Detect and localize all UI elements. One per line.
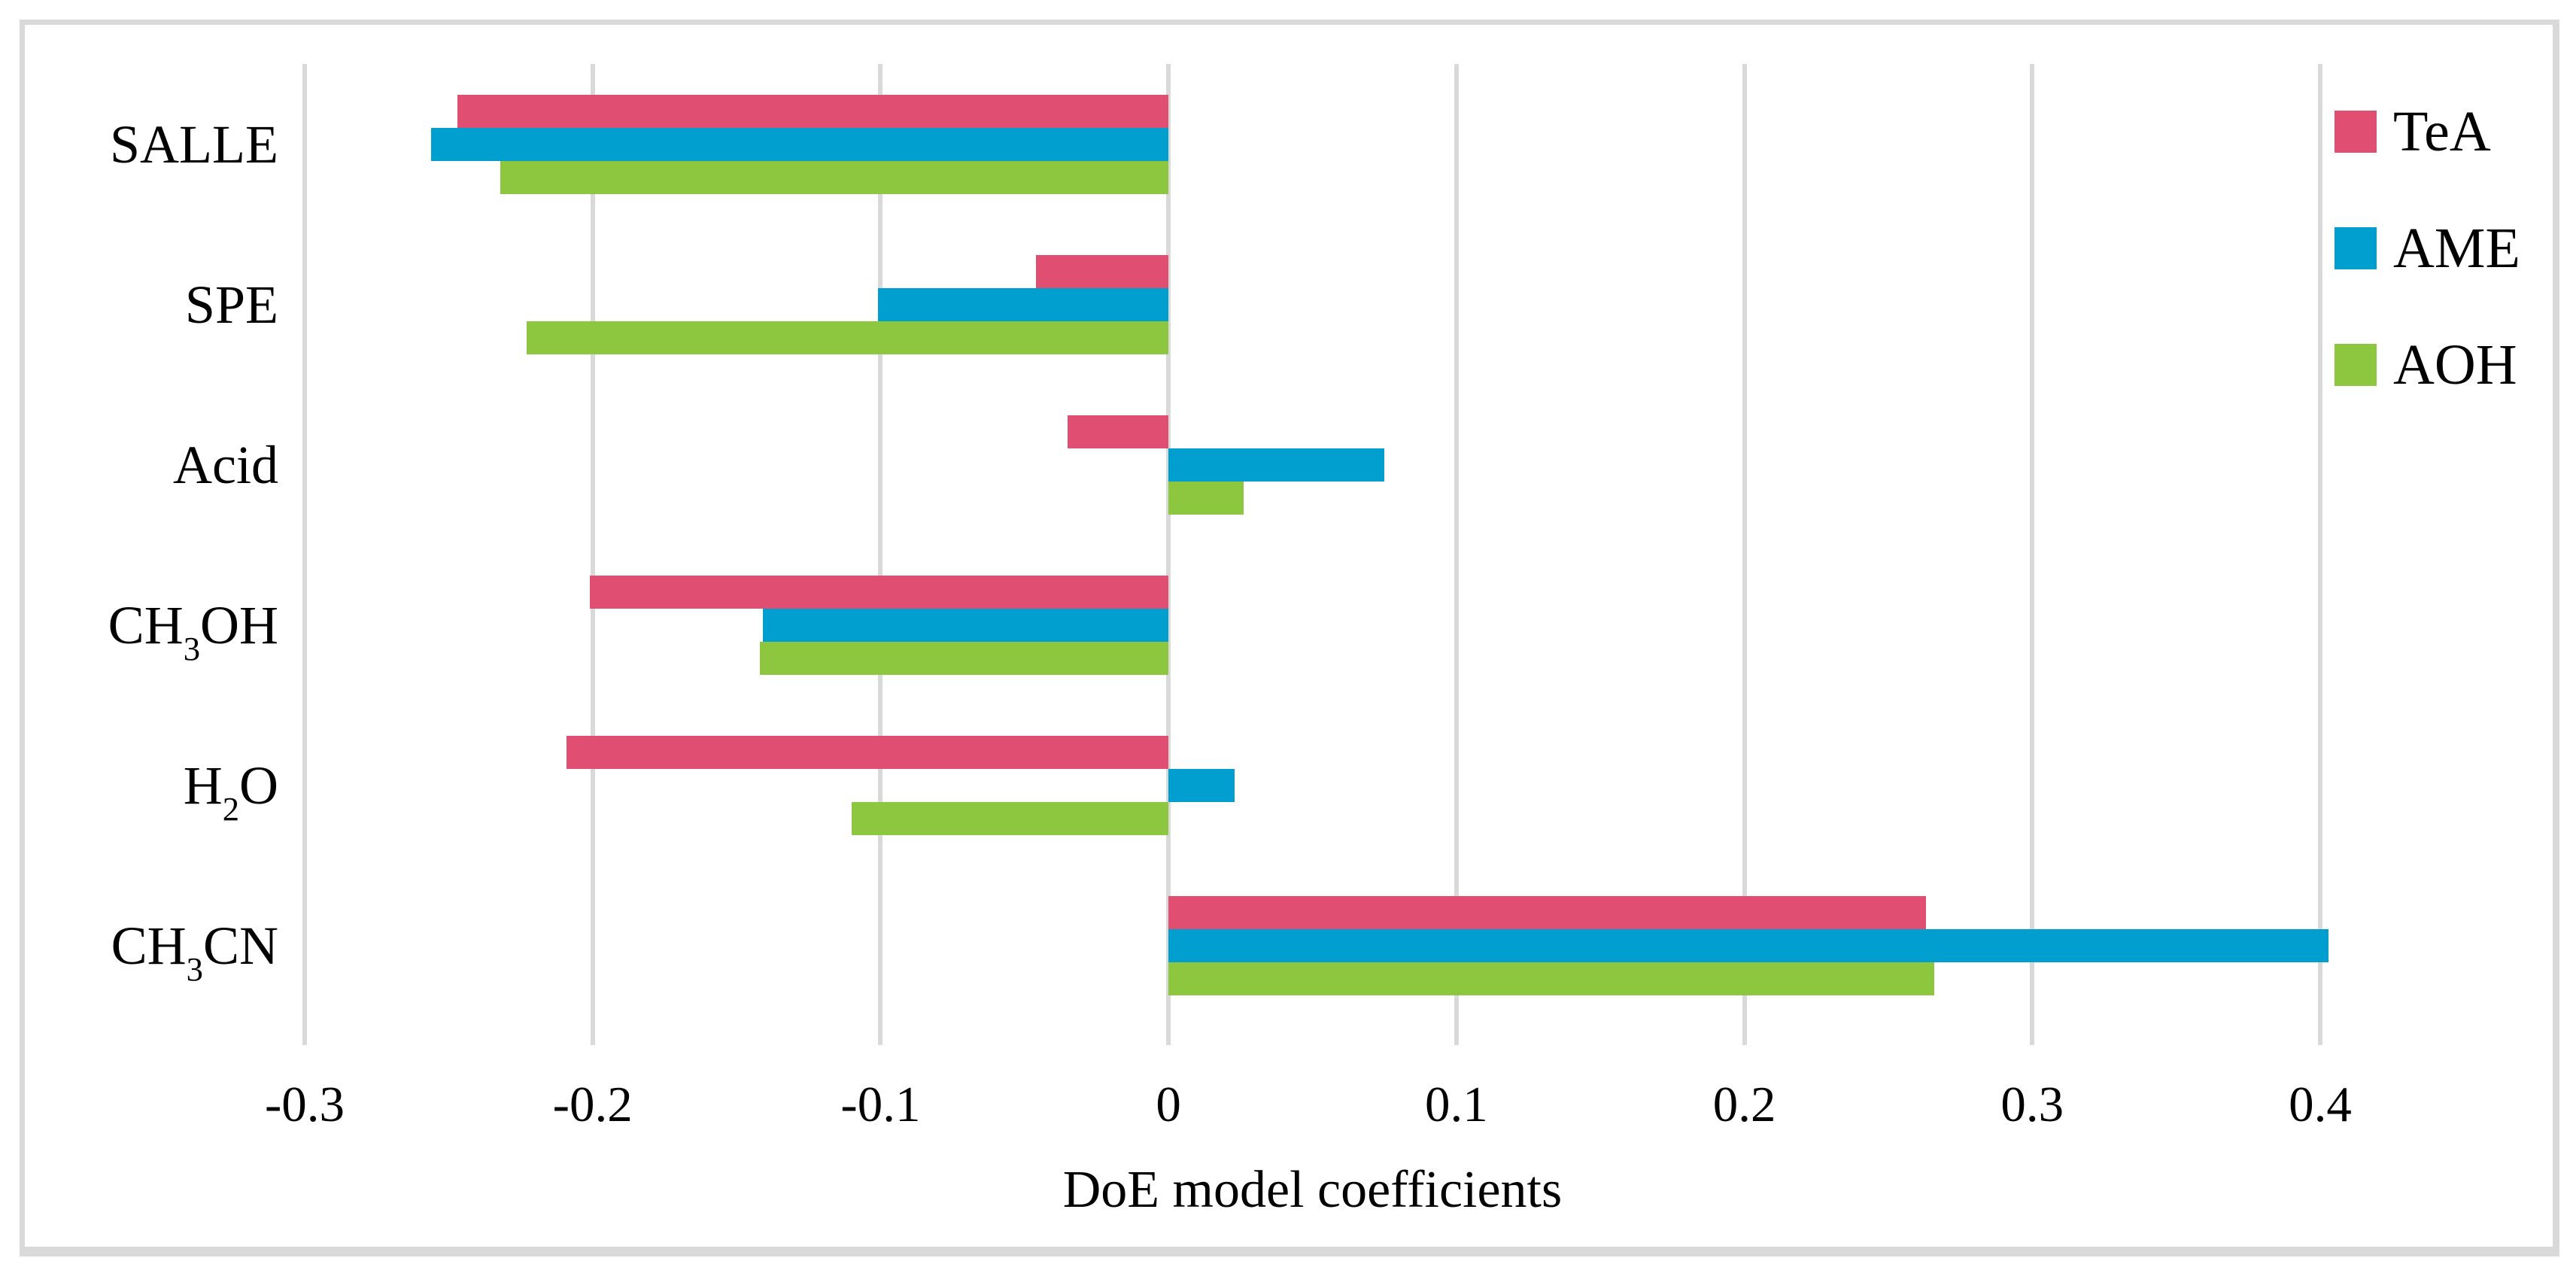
gridline: [302, 64, 307, 1045]
chart-frame: [20, 20, 2559, 1256]
zero-gridline: [1166, 64, 1171, 1045]
legend-swatch-icon: [2334, 227, 2377, 269]
category-label: Acid: [173, 434, 278, 495]
grid-layer: [302, 64, 2322, 1045]
legend-swatch-icon: [2334, 344, 2377, 386]
bar-AME-CH3OH: [762, 608, 1169, 642]
bar-AOH-CH3OH: [759, 641, 1169, 675]
bar-AME-Acid: [1168, 448, 1385, 482]
x-tick-label: 0.4: [2289, 1077, 2352, 1132]
bar-TeA-SPE: [1036, 254, 1169, 288]
legend-label: AME: [2393, 217, 2520, 280]
category-label: CH3OH: [108, 594, 278, 667]
legend-item-TeA: TeA: [2334, 103, 2520, 160]
subscript: 2: [222, 789, 239, 828]
bar-AOH-H2O: [852, 801, 1169, 835]
bar-AME-H2O: [1168, 768, 1235, 802]
bar-AME-CH3CN: [1168, 928, 2329, 962]
bar-AME-SALLE: [431, 127, 1169, 161]
bar-TeA-CH3OH: [589, 575, 1169, 609]
gridline: [878, 64, 883, 1045]
legend: TeA AME AOH: [2334, 103, 2520, 460]
legend-label: AOH: [2393, 333, 2517, 397]
category-label: H2O: [183, 755, 278, 828]
value-axis: -0.3 -0.2 -0.1 0 0.1 0.2 0.3 0.4: [265, 1074, 2352, 1142]
x-axis-title: DoE model coefficients: [1062, 1161, 1563, 1219]
category-axis: SALLE SPE Acid CH3OH H2O CH3CN: [23, 64, 286, 1025]
x-tick-label: -0.1: [840, 1077, 921, 1132]
bar-AOH-Acid: [1168, 481, 1244, 515]
category-label: SPE: [184, 274, 278, 335]
gridline: [2030, 64, 2035, 1045]
x-tick-label: 0: [1156, 1077, 1181, 1132]
bar-AOH-CH3CN: [1168, 962, 1935, 995]
legend-swatch-icon: [2334, 111, 2377, 153]
gridline: [590, 64, 595, 1045]
legend-item-AOH: AOH: [2334, 336, 2520, 393]
plot-area: [305, 64, 2329, 1025]
x-tick-label: -0.2: [552, 1077, 633, 1132]
bar-TeA-SALLE: [457, 94, 1169, 128]
bar-TeA-H2O: [567, 735, 1169, 769]
bar-AOH-SALLE: [500, 160, 1169, 194]
gridline: [1742, 64, 1747, 1045]
x-tick-label: -0.3: [264, 1077, 345, 1132]
x-tick-label: 0.2: [1712, 1077, 1776, 1132]
category-label: SALLE: [110, 114, 278, 175]
x-tick-label: 0.1: [1424, 1077, 1488, 1132]
subscript: 3: [186, 949, 203, 988]
category-label: CH3CN: [111, 915, 278, 988]
legend-label: TeA: [2393, 100, 2491, 163]
subscript: 3: [183, 629, 200, 667]
x-tick-label: 0.3: [2000, 1077, 2064, 1132]
bar-AME-SPE: [877, 287, 1169, 321]
bar-AOH-SPE: [526, 321, 1169, 354]
legend-item-AME: AME: [2334, 220, 2520, 277]
bar-TeA-Acid: [1068, 415, 1169, 448]
gridline: [1454, 64, 1459, 1045]
gridline: [2318, 64, 2322, 1045]
bar-TeA-CH3CN: [1168, 895, 1926, 929]
